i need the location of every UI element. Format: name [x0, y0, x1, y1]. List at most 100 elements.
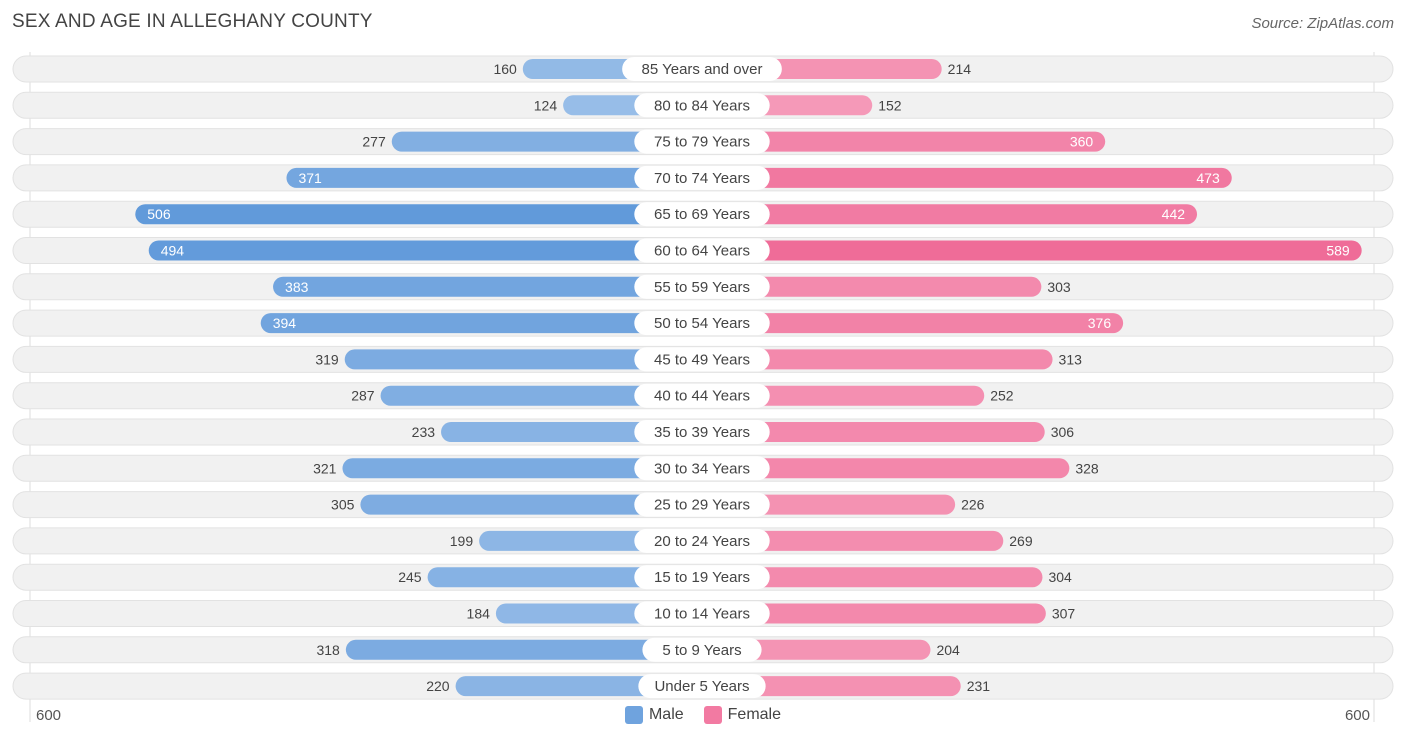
category-label-background [634, 601, 770, 626]
value-label-male: 383 [285, 279, 309, 295]
bar-female[interactable] [702, 603, 1046, 624]
chart-row: 371 473 70 to 74 Years [12, 164, 1394, 192]
bar-female[interactable] [702, 458, 1070, 479]
bar-female[interactable] [702, 676, 961, 697]
bar-male[interactable] [427, 567, 702, 588]
chart-row: 287 252 40 to 44 Years [12, 382, 1394, 410]
chart-row: 305 226 25 to 29 Years [12, 491, 1394, 519]
value-label-female: 304 [1048, 569, 1072, 585]
category-label-background [634, 93, 770, 118]
value-label-female: 226 [961, 497, 985, 513]
chart-row: 319 313 45 to 49 Years [12, 345, 1394, 373]
value-label-female: 307 [1052, 606, 1076, 622]
value-label-female: 152 [878, 97, 902, 113]
category-label: 15 to 19 Years [654, 569, 750, 586]
value-label-male: 321 [313, 460, 337, 476]
legend-item-female[interactable]: Female [703, 706, 782, 724]
category-label: 60 to 64 Years [654, 243, 750, 260]
legend-label-male: Male [648, 706, 684, 723]
legend-label-female: Female [727, 706, 782, 723]
value-label-female: 313 [1059, 351, 1083, 367]
category-label-background [634, 565, 770, 590]
legend-swatch-female [703, 706, 722, 724]
value-label-male: 160 [493, 61, 517, 77]
bar-female[interactable] [702, 567, 1043, 588]
bar-male[interactable] [344, 349, 702, 370]
chart-row: 277 360 75 to 79 Years [12, 128, 1394, 156]
bar-female[interactable] [702, 385, 985, 406]
category-label-background [634, 238, 770, 263]
legend-item-male[interactable]: Male [624, 706, 684, 724]
chart-row: 184 307 10 to 14 Years [12, 600, 1394, 627]
category-label: 40 to 44 Years [654, 388, 750, 405]
bar-female[interactable] [702, 204, 1198, 225]
chart-row: 233 306 35 to 39 Years [12, 418, 1394, 446]
bar-female[interactable] [702, 131, 1106, 152]
bar-male[interactable] [380, 385, 702, 406]
chart-row: 494 589 60 to 64 Years [12, 237, 1394, 264]
category-label-background [634, 347, 770, 372]
value-label-female: 303 [1047, 279, 1071, 295]
category-label: 75 to 79 Years [654, 134, 750, 151]
value-label-female: 269 [1009, 533, 1033, 549]
value-label-female: 360 [1070, 134, 1094, 150]
category-label-background [634, 383, 770, 408]
category-label-background [634, 311, 770, 336]
axis-right-max-label: 600 [1344, 707, 1370, 724]
value-label-male: 220 [426, 678, 450, 694]
value-label-female: 252 [990, 388, 1014, 404]
bar-male[interactable] [360, 494, 702, 515]
chart-row: 124 152 80 to 84 Years [12, 91, 1394, 119]
bar-male[interactable] [148, 240, 703, 261]
category-label-background [634, 420, 770, 444]
legend-swatch-male [624, 706, 643, 724]
chart-row: 199 269 20 to 24 Years [12, 527, 1394, 555]
value-label-male: 394 [273, 315, 297, 331]
bar-male[interactable] [342, 458, 702, 479]
category-label-background [634, 528, 770, 553]
bar-male[interactable] [260, 313, 702, 334]
category-label-background [634, 492, 770, 517]
value-label-male: 506 [147, 206, 171, 222]
bar-male[interactable] [345, 639, 702, 660]
value-label-female: 214 [948, 61, 972, 77]
bar-male[interactable] [135, 204, 702, 225]
value-label-male: 233 [412, 424, 436, 440]
bar-female[interactable] [702, 422, 1045, 442]
value-label-male: 494 [161, 243, 185, 259]
value-label-male: 371 [298, 170, 322, 186]
category-label-background [622, 57, 782, 81]
value-label-male: 184 [467, 606, 491, 622]
bar-female[interactable] [702, 240, 1362, 261]
category-label: 5 to 9 Years [662, 642, 741, 659]
value-label-female: 306 [1051, 424, 1075, 440]
axis-left-max-label: 600 [36, 707, 62, 724]
value-label-female: 589 [1326, 243, 1350, 259]
category-label-background [642, 637, 762, 662]
bar-female[interactable] [702, 349, 1053, 370]
chart-row: 160 214 85 Years and over [12, 55, 1394, 83]
bar-female[interactable] [702, 530, 1004, 551]
category-label: 80 to 84 Years [654, 97, 750, 114]
category-label: Under 5 Years [654, 678, 749, 695]
category-label: 45 to 49 Years [654, 351, 750, 368]
category-label: 35 to 39 Years [654, 424, 750, 441]
chart-title: SEX AND AGE IN ALLEGHANY COUNTY [12, 11, 373, 32]
category-label-background [634, 202, 770, 227]
bar-female[interactable] [702, 276, 1042, 297]
value-label-female: 376 [1088, 315, 1112, 331]
value-label-female: 442 [1162, 206, 1186, 222]
chart-row: 245 304 15 to 19 Years [12, 563, 1394, 591]
bar-male[interactable] [286, 167, 702, 188]
category-label: 25 to 29 Years [654, 497, 750, 514]
value-label-female: 473 [1196, 170, 1220, 186]
value-label-female: 204 [936, 642, 960, 658]
bar-male[interactable] [391, 131, 702, 152]
bar-male[interactable] [273, 276, 702, 297]
bar-female[interactable] [702, 167, 1232, 188]
category-label: 10 to 14 Years [654, 606, 750, 623]
bar-female[interactable] [702, 313, 1124, 334]
value-label-male: 319 [315, 351, 339, 367]
chart-row: 506 442 65 to 69 Years [12, 200, 1394, 228]
